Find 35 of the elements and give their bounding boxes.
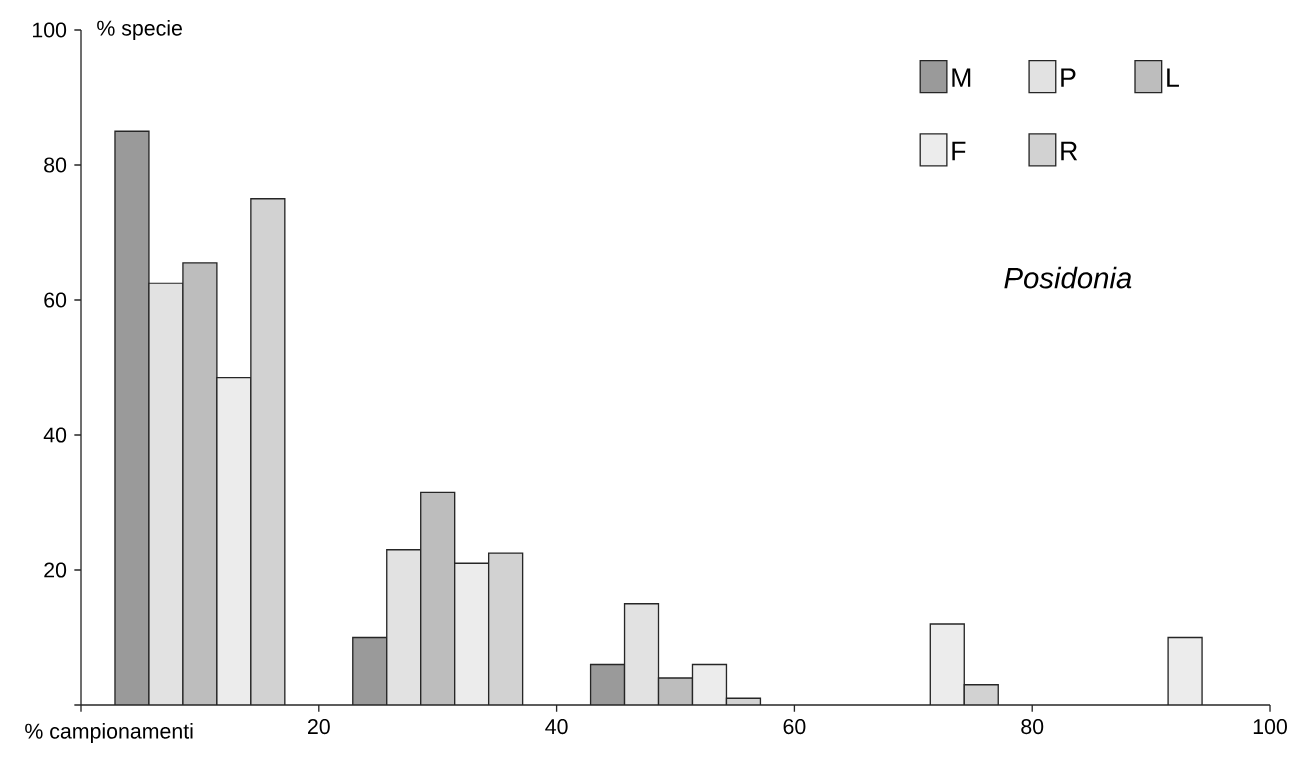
annotation: Posidonia [1004,266,1132,289]
bar [963,684,999,705]
bar [589,663,626,705]
bar [148,283,183,705]
x-tick-label: 80 [1021,719,1044,735]
y-tick-label: 100 [32,22,67,38]
x-tick-label: 20 [308,719,330,735]
legend-label: L [1167,68,1179,87]
bar [692,664,727,705]
bar [930,624,965,705]
y-tick-label: 80 [44,157,67,173]
x-tick-label: 40 [545,719,568,735]
bar [657,677,694,705]
bar [454,563,489,705]
legend-label: F [952,141,966,161]
bar [352,637,387,705]
bar [114,131,149,705]
y-tick-label: 40 [43,427,67,443]
y-tick-label: 60 [44,292,67,308]
legend-label: P [1061,68,1076,87]
y-axis-title: % specie [97,20,182,40]
x-tick-label: 100 [1253,719,1287,735]
bar [250,198,285,705]
bar [488,553,523,705]
y-tick-label: 20 [44,562,67,578]
bar [623,603,660,705]
bar [1167,636,1203,705]
x-tick-label: 60 [783,719,806,735]
legend-label: R [1061,141,1078,161]
legend-label: M [952,68,971,87]
bar [386,549,421,705]
x-axis-title: % campionamenti [25,723,193,743]
bar [420,492,455,705]
bar [216,377,251,705]
bar [182,262,217,705]
